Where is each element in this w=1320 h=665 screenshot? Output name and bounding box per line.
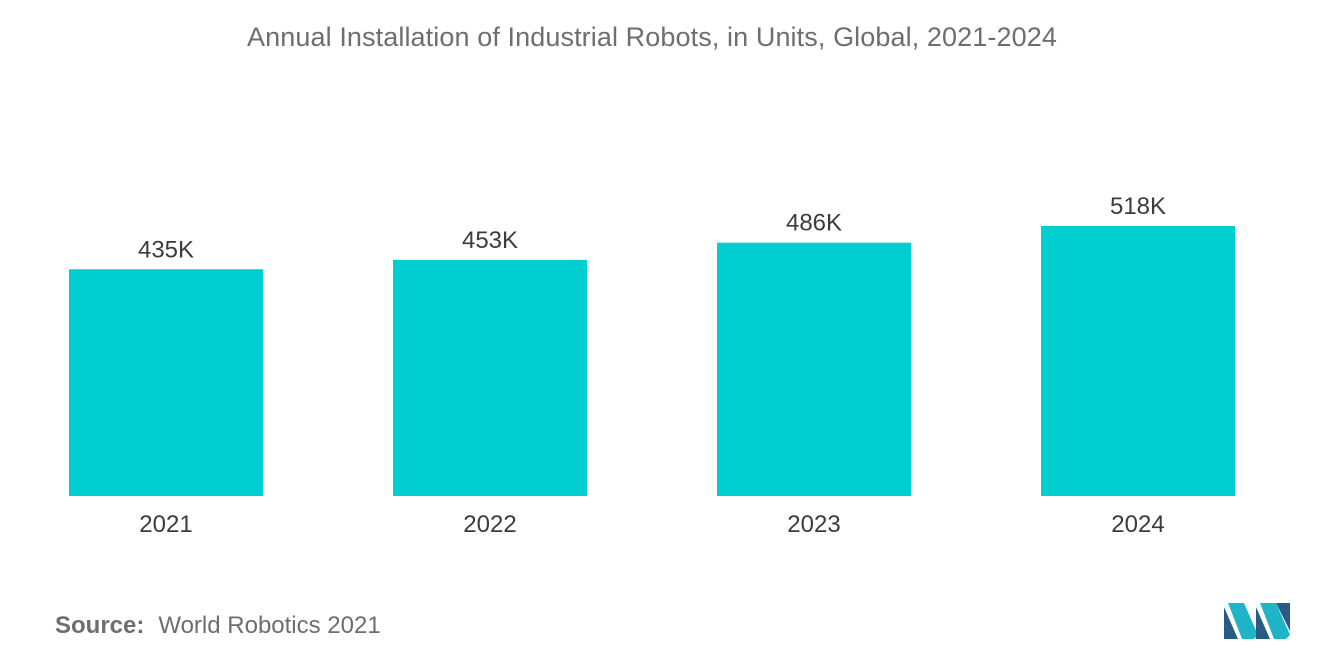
- mordor-intelligence-logo-icon: [1224, 603, 1290, 639]
- data-label-2023: 486K: [786, 210, 842, 237]
- bar-2024: [1041, 226, 1235, 496]
- bar-2023: [717, 242, 911, 496]
- source-note: Source: World Robotics 2021: [55, 612, 381, 640]
- source-label: Source:: [55, 612, 145, 639]
- bar-2021: [69, 269, 263, 496]
- source-text: World Robotics 2021: [158, 612, 381, 639]
- chart-title: Annual Installation of Industrial Robots…: [247, 22, 1057, 52]
- data-label-2024: 518K: [1110, 193, 1166, 220]
- bar-2022: [393, 259, 587, 496]
- x-tick-label-2022: 2022: [463, 511, 516, 538]
- x-tick-label-2021: 2021: [139, 511, 192, 538]
- data-label-2021: 435K: [138, 236, 194, 263]
- x-tick-label-2023: 2023: [787, 511, 840, 538]
- x-tick-label-2024: 2024: [1111, 511, 1164, 538]
- data-label-2022: 453K: [462, 227, 518, 254]
